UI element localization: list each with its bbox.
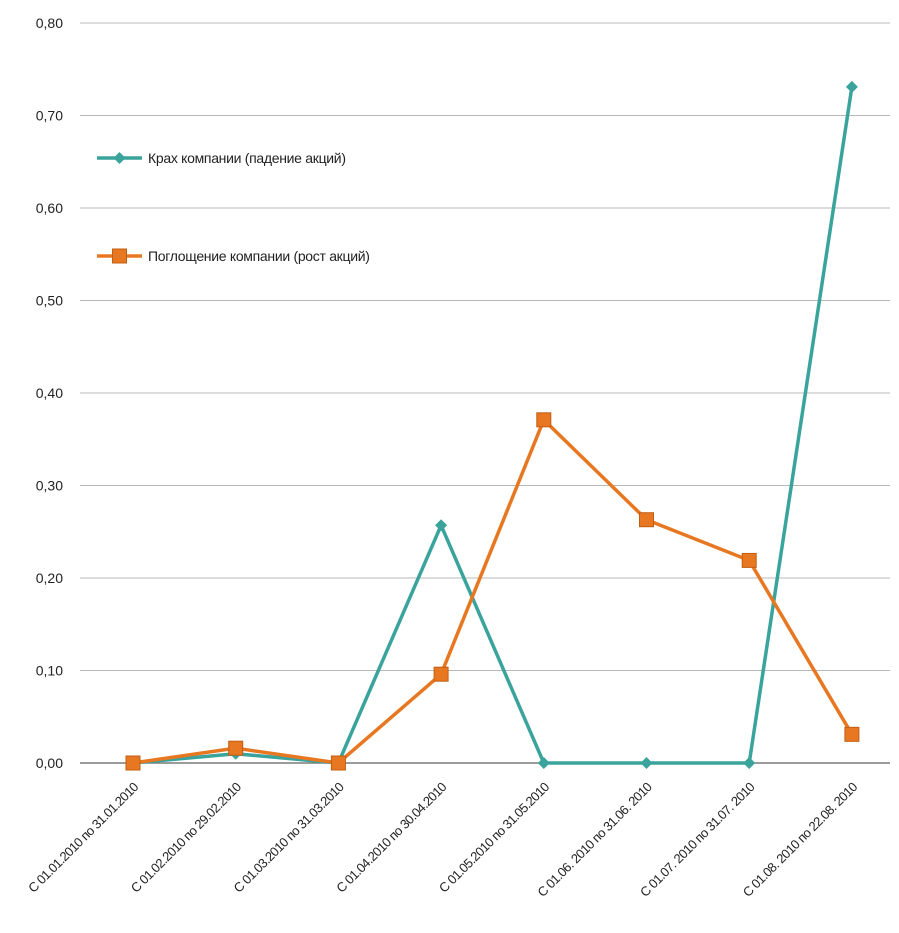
data-point-square xyxy=(112,248,127,264)
data-point-diamond xyxy=(640,757,653,769)
series-line xyxy=(132,416,854,765)
y-tick-label: 0,30 xyxy=(36,478,63,494)
x-tick-label: С 01.03.2010 по 31.03.2010 xyxy=(231,779,347,895)
legend-item: Поглощение компании (рост акций) xyxy=(97,248,370,264)
y-axis-ticks: 0,00 0,10 0,20 0,30 0,40 0,50 0,60 0,70 0,80 xyxy=(36,15,63,771)
x-tick-label: С 01.07. 2010 по 31.07. 2010 xyxy=(637,779,758,900)
y-tick-label: 0,70 xyxy=(36,108,63,124)
data-point-diamond xyxy=(743,757,756,769)
data-point-square xyxy=(536,412,552,428)
data-point-square xyxy=(844,726,860,742)
data-point-diamond xyxy=(537,757,550,769)
series-layer xyxy=(125,80,860,771)
data-point-square xyxy=(330,755,346,771)
series-2 xyxy=(125,412,860,771)
data-point-square xyxy=(228,740,244,756)
data-point-diamond xyxy=(113,152,126,164)
legend-label: Поглощение компании (рост акций) xyxy=(148,248,370,264)
x-tick-label: С 01.01.2010 по 31.01.2010 xyxy=(25,779,141,895)
data-point-diamond xyxy=(845,80,858,93)
series-line xyxy=(132,86,854,765)
y-tick-label: 0,40 xyxy=(36,385,63,401)
y-tick-label: 0,00 xyxy=(36,755,63,771)
x-tick-label: С 01.04.2010 по 30.04.2010 xyxy=(333,779,449,895)
y-tick-label: 0,10 xyxy=(36,663,63,679)
legend-item: Крах компании (падение акций) xyxy=(97,150,346,166)
x-tick-label: С 01.05.2010 по 31.05.2010 xyxy=(436,779,552,895)
x-tick-label: С 01.06. 2010 по 31.06. 2010 xyxy=(534,779,655,900)
data-point-diamond xyxy=(435,519,448,532)
series-1 xyxy=(127,80,858,769)
y-tick-label: 0,50 xyxy=(36,293,63,309)
grid xyxy=(80,22,890,764)
y-tick-label: 0,60 xyxy=(36,200,63,216)
legend: Крах компании (падение акций) Поглощение … xyxy=(97,150,370,264)
data-point-square xyxy=(639,512,654,528)
data-point-square xyxy=(433,666,449,682)
data-point-square xyxy=(741,552,757,568)
x-tick-label: С 01.02.2010 по 29.02.2010 xyxy=(128,779,244,895)
x-tick-label: С 01.08. 2010 по 22.08. 2010 xyxy=(740,779,861,900)
y-tick-label: 0,80 xyxy=(36,15,63,31)
y-tick-label: 0,20 xyxy=(36,570,63,586)
data-point-square xyxy=(125,755,141,771)
legend-label: Крах компании (падение акций) xyxy=(148,150,346,166)
